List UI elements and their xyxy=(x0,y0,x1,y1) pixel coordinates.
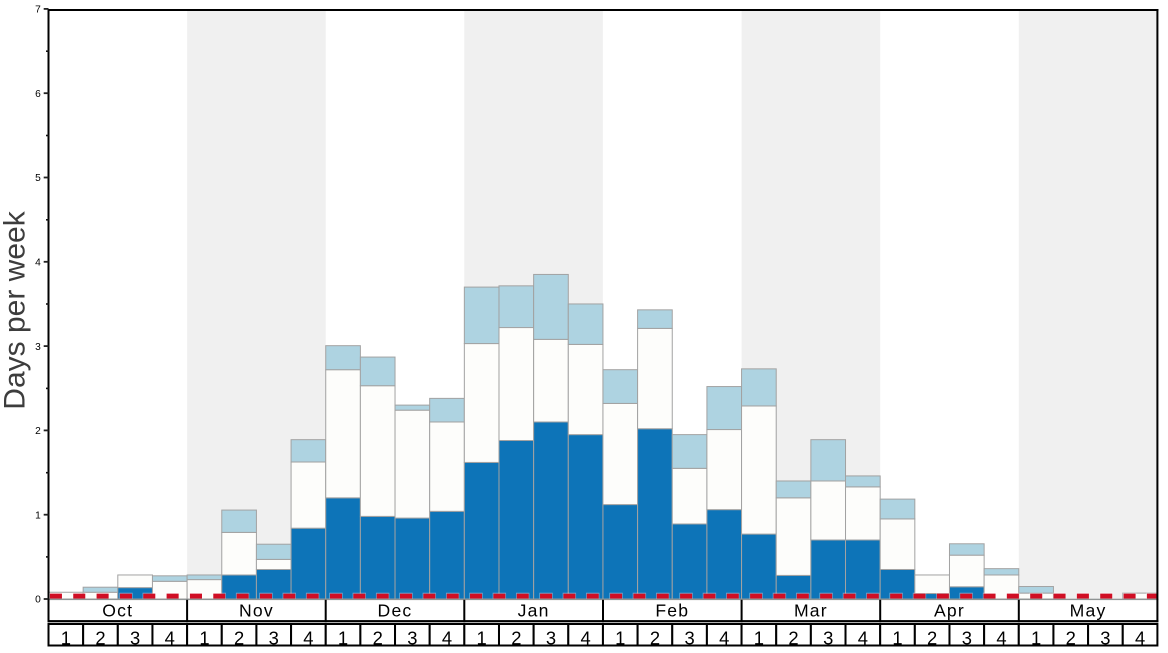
svg-text:3: 3 xyxy=(823,628,833,648)
svg-text:Nov: Nov xyxy=(239,601,274,621)
svg-text:1: 1 xyxy=(477,628,487,648)
svg-text:0: 0 xyxy=(35,595,41,606)
svg-text:Days per week: Days per week xyxy=(0,210,32,409)
svg-text:2: 2 xyxy=(95,628,105,648)
svg-text:3: 3 xyxy=(35,342,41,353)
svg-text:7: 7 xyxy=(35,5,41,16)
svg-text:2: 2 xyxy=(927,628,937,648)
svg-text:2: 2 xyxy=(234,628,244,648)
svg-text:3: 3 xyxy=(684,628,694,648)
svg-text:3: 3 xyxy=(546,628,556,648)
svg-text:4: 4 xyxy=(719,628,729,648)
svg-text:3: 3 xyxy=(130,628,140,648)
svg-text:4: 4 xyxy=(996,628,1006,648)
svg-text:2: 2 xyxy=(788,628,798,648)
svg-text:4: 4 xyxy=(165,628,175,648)
svg-text:1: 1 xyxy=(338,628,348,648)
svg-text:1: 1 xyxy=(1031,628,1041,648)
svg-text:Dec: Dec xyxy=(378,601,413,621)
svg-text:2: 2 xyxy=(650,628,660,648)
svg-text:4: 4 xyxy=(35,258,41,269)
svg-text:6: 6 xyxy=(35,89,41,100)
svg-text:1: 1 xyxy=(615,628,625,648)
svg-text:4: 4 xyxy=(442,628,452,648)
svg-text:2: 2 xyxy=(373,628,383,648)
svg-text:3: 3 xyxy=(962,628,972,648)
svg-text:Jan: Jan xyxy=(518,601,550,621)
svg-text:1: 1 xyxy=(35,510,41,521)
svg-text:3: 3 xyxy=(269,628,279,648)
svg-text:Feb: Feb xyxy=(655,601,689,621)
svg-text:4: 4 xyxy=(303,628,313,648)
svg-text:2: 2 xyxy=(511,628,521,648)
svg-text:1: 1 xyxy=(61,628,71,648)
svg-text:4: 4 xyxy=(858,628,868,648)
svg-text:2: 2 xyxy=(1066,628,1076,648)
svg-text:4: 4 xyxy=(1135,628,1145,648)
svg-text:3: 3 xyxy=(1100,628,1110,648)
svg-text:2: 2 xyxy=(35,426,41,437)
svg-text:1: 1 xyxy=(199,628,209,648)
svg-text:3: 3 xyxy=(407,628,417,648)
svg-text:Mar: Mar xyxy=(794,601,828,621)
svg-text:4: 4 xyxy=(581,628,591,648)
svg-text:1: 1 xyxy=(754,628,764,648)
svg-text:Oct: Oct xyxy=(102,601,133,621)
svg-text:5: 5 xyxy=(35,173,41,184)
svg-text:May: May xyxy=(1070,601,1107,621)
svg-text:1: 1 xyxy=(892,628,902,648)
svg-text:Apr: Apr xyxy=(934,601,965,621)
